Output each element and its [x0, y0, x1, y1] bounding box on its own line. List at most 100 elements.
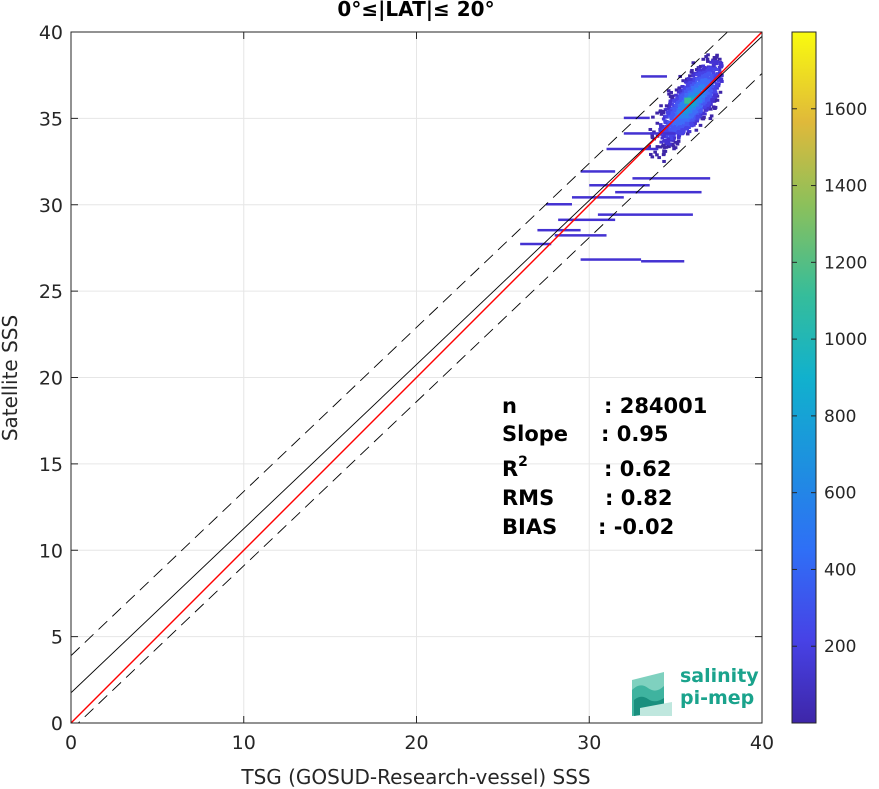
heatmap-cell	[670, 142, 675, 146]
line-fit-lower	[77, 73, 762, 723]
colorbar-tick-label: 600	[824, 484, 856, 504]
heatmap-cell	[678, 106, 682, 110]
heatmap-cell	[657, 156, 661, 160]
heatmap-cell	[711, 63, 716, 67]
heatmap-cell	[623, 132, 676, 135]
density-heatmap	[520, 53, 724, 263]
heatmap-cell	[641, 75, 667, 78]
heatmap-cell	[651, 115, 655, 119]
heatmap-cell	[677, 130, 682, 134]
heatmap-cell	[687, 111, 691, 115]
heatmap-cell	[671, 112, 676, 116]
heatmap-cell	[684, 97, 692, 104]
heatmap-cell	[698, 64, 703, 68]
heatmap-cell	[691, 102, 695, 106]
heatmap-cell	[647, 144, 651, 148]
heatmap-cell	[659, 140, 664, 144]
heatmap-cell	[655, 121, 660, 125]
heatmap-cell	[676, 100, 680, 104]
heatmap-cell	[701, 102, 705, 106]
heatmap-cell	[669, 115, 674, 119]
y-tick-label: 15	[39, 454, 63, 476]
heatmap-cell	[683, 89, 688, 93]
heatmap-cell	[689, 111, 694, 115]
heatmap-cell	[681, 119, 685, 123]
heatmap-cell	[697, 66, 702, 70]
heatmap-cell	[673, 146, 678, 150]
heatmap-cell	[672, 103, 676, 107]
line-identity	[71, 32, 762, 723]
heatmap-cell	[662, 139, 666, 143]
heatmap-cell	[677, 103, 681, 107]
heatmap-cell	[672, 108, 677, 112]
colorbar-tick-label: 800	[824, 407, 856, 427]
heatmap-cell	[666, 130, 671, 134]
heatmap-cell	[659, 125, 663, 129]
heatmap-cell	[684, 91, 689, 95]
heatmap-cell	[691, 79, 695, 83]
heatmap-cell	[700, 79, 704, 83]
heatmap-cell	[663, 149, 668, 153]
heatmap-cell	[632, 177, 711, 180]
heatmap-cell	[679, 102, 684, 106]
heatmap-cell	[686, 123, 691, 127]
y-tick-label: 5	[51, 627, 63, 649]
heatmap-cell	[658, 109, 663, 113]
logo-line2: pi-mep	[680, 687, 754, 709]
heatmap-cell	[713, 88, 717, 92]
heatmap-cell	[712, 86, 717, 90]
heatmap-cell	[707, 101, 711, 105]
heatmap-cell	[668, 94, 673, 98]
heatmap-cell	[709, 92, 713, 96]
heatmap-cell	[649, 152, 653, 156]
heatmap-cell	[698, 110, 702, 114]
heatmap-cell	[686, 84, 690, 88]
heatmap-cell	[691, 115, 696, 119]
heatmap-cell	[663, 134, 668, 138]
heatmap-cell	[693, 121, 697, 125]
stat-slope-label: Slope	[502, 422, 568, 446]
heatmap-cell	[666, 89, 671, 93]
heatmap-cell	[718, 90, 723, 94]
heatmap-cell	[703, 94, 707, 98]
heatmap-cell	[537, 228, 581, 232]
heatmap-cell	[706, 79, 711, 83]
heatmap-cell	[690, 109, 694, 113]
heatmap-cell	[703, 92, 708, 96]
heatmap-cell	[679, 114, 683, 118]
heatmap-cell	[671, 134, 676, 138]
heatmap-cell	[715, 53, 719, 57]
heatmap-cell	[709, 89, 714, 93]
heatmap-cell	[668, 142, 672, 146]
heatmap-cell	[703, 66, 707, 70]
reference-lines	[71, 32, 762, 723]
heatmap-cell	[690, 118, 695, 122]
heatmap-cell	[708, 69, 713, 73]
x-tick-label: 10	[232, 732, 256, 754]
heatmap-cell	[693, 79, 697, 83]
heatmap-cell	[687, 114, 691, 118]
heatmap-cell	[709, 75, 714, 79]
heatmap-cell	[666, 112, 670, 116]
heatmap-cell	[704, 70, 709, 74]
heatmap-cell	[661, 109, 666, 113]
heatmap-cell	[698, 105, 703, 109]
heatmap-cell	[580, 258, 642, 261]
heatmap-cell	[672, 98, 676, 102]
heatmap-cell	[676, 123, 681, 127]
heatmap-cell	[712, 75, 717, 79]
heatmap-cell	[675, 127, 679, 131]
heatmap-cell	[694, 128, 699, 132]
heatmap-cell	[668, 99, 673, 103]
heatmap-cell	[700, 117, 705, 121]
heatmap-cell	[682, 101, 686, 105]
heatmap-cell	[680, 84, 684, 88]
heatmap-cell	[653, 150, 657, 154]
heatmap-cell	[704, 73, 708, 77]
heatmap-cell	[675, 111, 680, 115]
stat-n-label: n	[502, 394, 517, 418]
heatmap-cell	[691, 81, 696, 85]
heatmap-cell	[668, 138, 673, 142]
heatmap-cell	[706, 59, 710, 63]
heatmap-cell	[714, 60, 719, 64]
